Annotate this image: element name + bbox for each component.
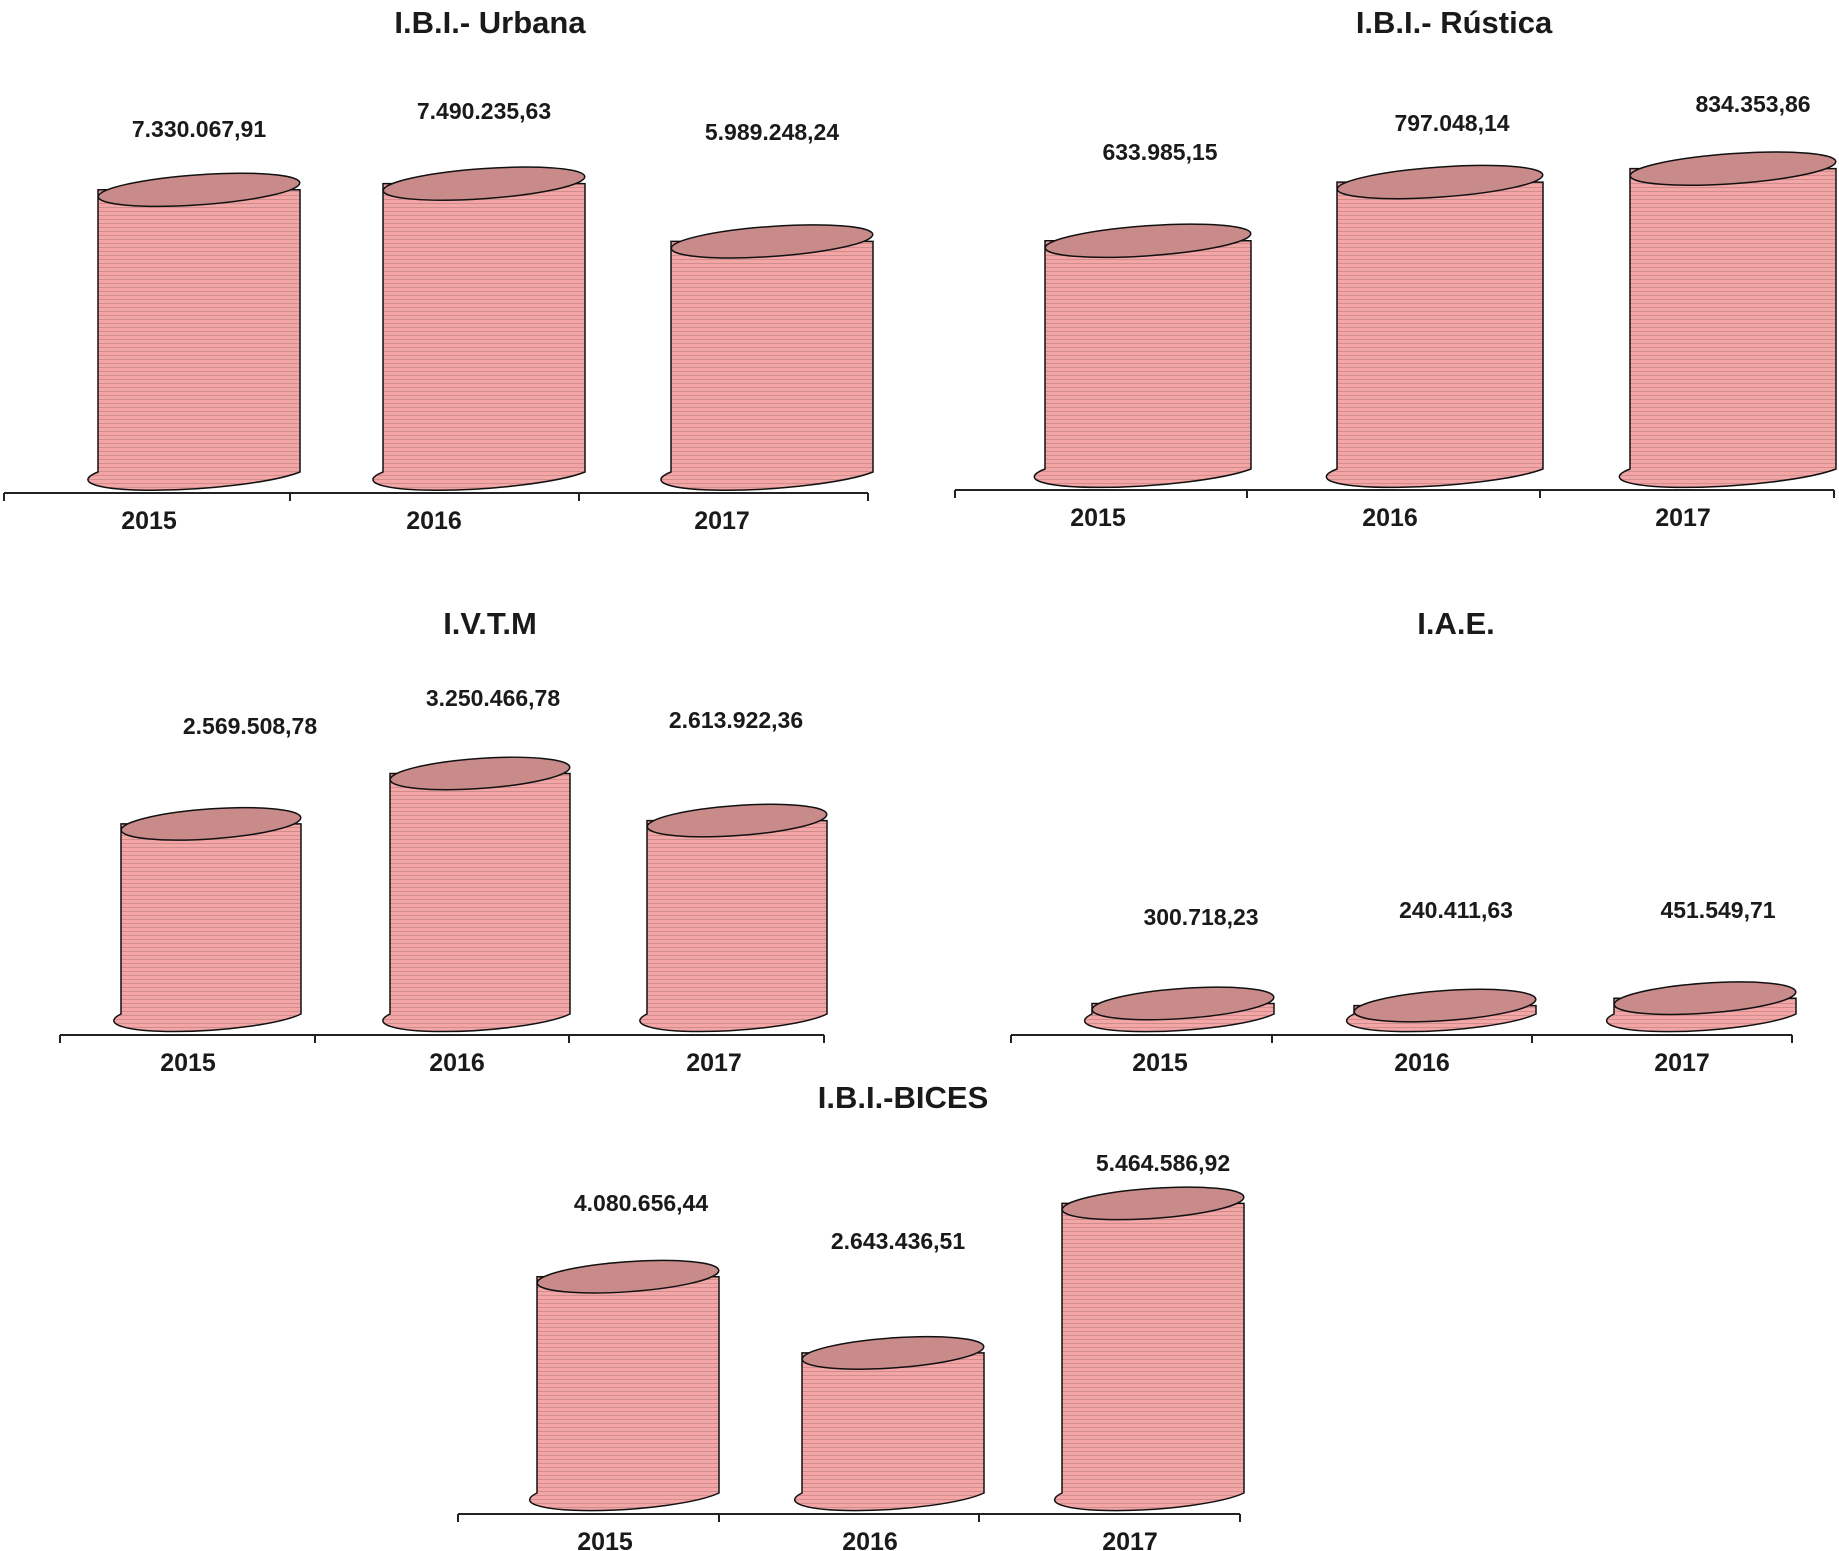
bar-cylinder-top xyxy=(1061,1186,1245,1221)
x-tick-label: 2016 xyxy=(406,507,462,535)
bar-cylinder-top xyxy=(382,166,586,201)
chart-panel-4: I.A.E. 300.718,23 2015 240.411,63 2016 451.54… xyxy=(1010,606,1797,1077)
x-tick-label: 2015 xyxy=(160,1049,216,1077)
bar-cylinder-top xyxy=(120,806,302,841)
bar-cylinder-body xyxy=(113,823,302,1033)
data-label: 7.330.067,91 xyxy=(132,116,267,142)
data-label: 2.569.508,78 xyxy=(183,713,318,739)
bar-cylinder-body xyxy=(1325,181,1544,489)
data-label: 633.985,15 xyxy=(1102,139,1217,165)
bar-2016 xyxy=(372,166,586,491)
bar-cylinder-top xyxy=(389,756,571,791)
bar-cylinder-top xyxy=(1091,986,1275,1021)
bar-cylinder-top xyxy=(1044,223,1252,259)
x-tick-label: 2016 xyxy=(429,1049,485,1077)
bar-cylinder-top xyxy=(97,172,301,208)
bar-cylinder-top xyxy=(801,1335,985,1370)
chart-panel-5: I.B.I.-BICES 4.080.656,44 2015 2.643.436,51… xyxy=(457,1080,1245,1551)
chart-title: I.B.I.- Urbana xyxy=(394,5,586,40)
bar-cylinder-body xyxy=(382,772,571,1033)
bar-cylinder-body xyxy=(1053,1202,1245,1512)
chart-panel-1: I.B.I.- Urbana 7.330.067,91 2015 7.490.235,… xyxy=(3,5,874,535)
bar-2016 xyxy=(382,756,571,1033)
x-tick-label: 2015 xyxy=(1132,1049,1188,1077)
bar-2017 xyxy=(1053,1186,1245,1512)
x-tick-label: 2017 xyxy=(694,507,750,535)
data-label: 4.080.656,44 xyxy=(574,1190,709,1216)
bar-2016 xyxy=(793,1335,985,1512)
bar-2016 xyxy=(1345,988,1537,1033)
x-tick-label: 2017 xyxy=(1655,504,1711,532)
bar-2017 xyxy=(1605,981,1797,1033)
bar-cylinder-body xyxy=(1618,167,1837,489)
bar-2017 xyxy=(639,803,828,1033)
bar-2017 xyxy=(1618,151,1837,489)
data-label: 834.353,86 xyxy=(1695,91,1810,117)
x-tick-label: 2016 xyxy=(1394,1049,1450,1077)
x-tick-label: 2016 xyxy=(842,1528,898,1551)
chart-title: I.V.T.M xyxy=(443,606,537,641)
data-label: 2.643.436,51 xyxy=(831,1228,966,1254)
data-label: 7.490.235,63 xyxy=(417,98,551,124)
chart-title: I.B.I.- Rústica xyxy=(1356,5,1553,40)
x-tick-label: 2015 xyxy=(577,1528,633,1551)
bar-cylinder-body xyxy=(660,240,874,491)
bar-2016 xyxy=(1325,164,1544,489)
bar-cylinder-top xyxy=(1613,981,1797,1016)
chart-title: I.A.E. xyxy=(1417,606,1495,641)
data-label: 797.048,14 xyxy=(1394,110,1509,136)
chart-title: I.B.I.-BICES xyxy=(818,1080,989,1115)
data-label: 3.250.466,78 xyxy=(426,685,561,711)
bar-cylinder-top xyxy=(1336,164,1544,200)
data-label: 5.464.586,92 xyxy=(1096,1150,1230,1176)
chart-panel-3: I.V.T.M 2.569.508,78 2015 3.250.466,78 2016 2… xyxy=(59,606,828,1077)
data-label: 300.718,23 xyxy=(1143,904,1258,930)
bar-2017 xyxy=(660,224,874,491)
bar-cylinder-body xyxy=(793,1352,985,1512)
bar-cylinder-top xyxy=(1353,988,1537,1023)
x-tick-label: 2017 xyxy=(686,1049,742,1077)
bar-cylinder-top xyxy=(536,1259,720,1294)
bar-2015 xyxy=(528,1259,720,1512)
bar-cylinder-body xyxy=(372,182,586,491)
bar-cylinder-top xyxy=(670,224,874,259)
x-tick-label: 2017 xyxy=(1102,1528,1158,1551)
bar-2015 xyxy=(1033,223,1252,489)
bar-2015 xyxy=(87,172,301,491)
bar-cylinder-body xyxy=(528,1275,720,1512)
data-label: 2.613.922,36 xyxy=(669,707,803,733)
bar-cylinder-body xyxy=(87,189,301,491)
data-label: 240.411,63 xyxy=(1399,897,1513,923)
x-tick-label: 2016 xyxy=(1362,504,1418,532)
bar-cylinder-top xyxy=(646,803,828,838)
x-tick-label: 2015 xyxy=(1070,504,1126,532)
x-tick-label: 2017 xyxy=(1654,1049,1710,1077)
x-tick-label: 2015 xyxy=(121,507,177,535)
bar-2015 xyxy=(1083,986,1275,1033)
data-label: 451.549,71 xyxy=(1660,897,1775,923)
bar-2015 xyxy=(113,806,302,1033)
bar-cylinder-body xyxy=(1033,240,1252,489)
data-label: 5.989.248,24 xyxy=(705,119,840,145)
bar-cylinder-top xyxy=(1629,151,1837,186)
bar-cylinder-body xyxy=(639,819,828,1033)
chart-panel-2: I.B.I.- Rústica 633.985,15 2015 797.048,14 2… xyxy=(954,5,1837,532)
